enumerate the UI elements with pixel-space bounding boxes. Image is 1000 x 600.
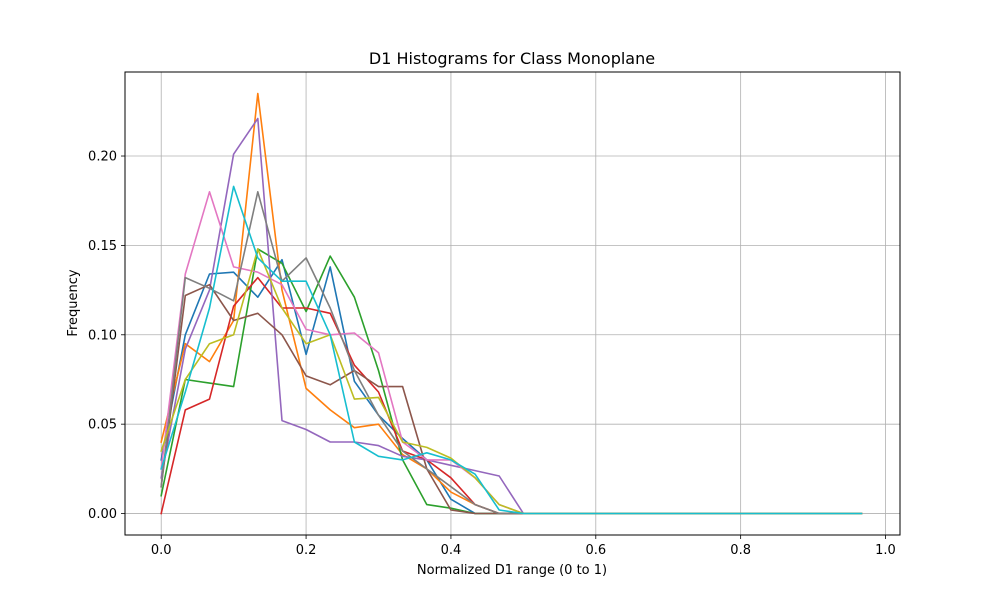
x-tick-label: 0.8 bbox=[730, 543, 751, 558]
y-tick-label: 0.15 bbox=[88, 239, 117, 254]
y-axis-title: Frequency bbox=[66, 269, 81, 336]
y-tick-label: 0.20 bbox=[88, 150, 117, 165]
x-tick-label: 0.2 bbox=[296, 543, 317, 558]
x-tick-label: 0.6 bbox=[585, 543, 606, 558]
series-layer bbox=[160, 92, 863, 515]
chart-title: D1 Histograms for Class Monoplane bbox=[369, 49, 655, 68]
x-tick-label: 0.0 bbox=[151, 543, 172, 558]
x-axis-title: Normalized D1 range (0 to 1) bbox=[417, 563, 607, 578]
x-tick-label: 0.4 bbox=[441, 543, 462, 558]
y-tick-label: 0.05 bbox=[88, 418, 117, 433]
plot-frame bbox=[124, 71, 901, 536]
x-axis: 0.0 0.2 0.4 0.6 0.8 1.0 bbox=[151, 535, 896, 558]
x-tick-label: 1.0 bbox=[875, 543, 896, 558]
series-line-10 bbox=[160, 185, 863, 515]
y-tick-label: 0.10 bbox=[88, 328, 117, 343]
y-tick-label: 0.00 bbox=[88, 507, 117, 522]
y-axis: 0.00 0.05 0.10 0.15 0.20 bbox=[88, 150, 125, 522]
